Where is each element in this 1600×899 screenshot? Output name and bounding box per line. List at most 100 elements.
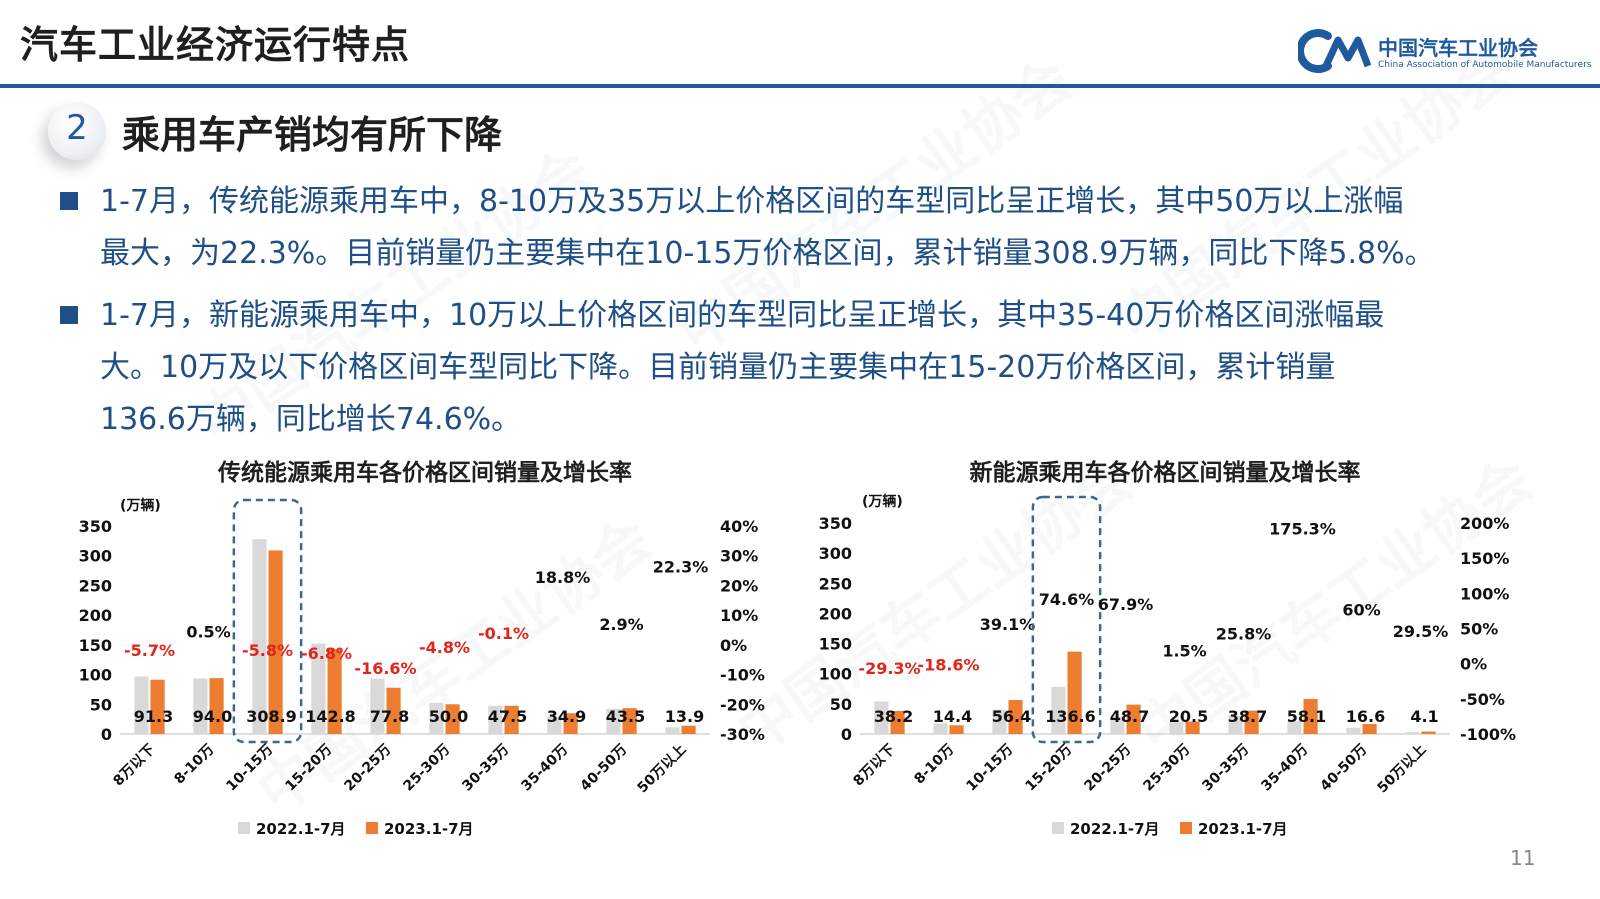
bar-2023 (1008, 699, 1023, 734)
bar-2022 (134, 676, 149, 734)
x-category-label: 20-25万 (1081, 742, 1134, 795)
bar-value-label: 136.6 (1045, 707, 1096, 726)
growth-rate-label: 0.5% (186, 622, 230, 641)
growth-rate-label: 22.3% (653, 558, 709, 577)
y-tick-label: 0 (101, 725, 112, 744)
bar-2023 (445, 704, 460, 734)
bar-2023 (150, 679, 165, 734)
bullet-paragraph: 1-7月，传统能源乘用车中，8-10万及35万以上价格区间的车型同比呈正增长，其… (100, 176, 1560, 280)
y2-tick-label: 200% (1460, 514, 1509, 533)
highlight-box (232, 498, 303, 744)
bar-value-label: 48.7 (1110, 707, 1149, 726)
y-tick-label: 0 (841, 725, 852, 744)
y-tick-label: 200 (819, 604, 852, 623)
x-category-label: 25-30万 (1140, 742, 1193, 795)
bar-2022 (665, 727, 680, 734)
bar-2023 (209, 678, 224, 734)
growth-rate-label: 60% (1342, 600, 1380, 619)
growth-rate-label: -6.8% (301, 644, 352, 663)
growth-rate-label: 175.3% (1269, 519, 1336, 538)
x-category-label: 35-40万 (1258, 742, 1311, 795)
growth-rate-label: -16.6% (354, 659, 416, 678)
bar-2023 (386, 687, 401, 734)
y-tick-label: 50 (90, 695, 112, 714)
bar-2022 (193, 678, 208, 734)
section-title: 乘用车产销均有所下降 (122, 113, 503, 157)
bar-2022 (252, 539, 267, 734)
bar-value-label: 4.1 (1410, 707, 1438, 726)
growth-rate-label: -29.3% (858, 659, 920, 678)
bar-value-label: 308.9 (246, 707, 297, 726)
x-category-label: 25-30万 (400, 742, 453, 795)
growth-rate-label: -4.8% (419, 638, 470, 657)
logo: 中国汽车工业协会 China Association of Automobile… (1298, 28, 1592, 78)
x-category-label: 15-20万 (1022, 742, 1075, 795)
y-tick-label: 350 (79, 517, 112, 536)
bar-value-label: 91.3 (134, 707, 173, 726)
y2-tick-label: -100% (1460, 725, 1516, 744)
y2-tick-label: 150% (1460, 549, 1509, 568)
bar-2022 (1051, 686, 1066, 734)
bar-2022 (1287, 721, 1302, 734)
bullet-square-icon (60, 306, 78, 324)
section-number: 2 (66, 108, 88, 148)
growth-rate-label: -0.1% (478, 624, 529, 643)
y-axis-unit: (万辆) (862, 493, 903, 510)
bar-2023 (890, 710, 905, 734)
bar-value-label: 13.9 (665, 707, 704, 726)
y-tick-label: 150 (819, 635, 852, 654)
bar-2023 (949, 725, 964, 734)
logo-english-name: China Association of Automobile Manufact… (1378, 60, 1592, 70)
legend-label: 2022.1-7月 (256, 820, 346, 838)
growth-rate-label: 29.5% (1393, 622, 1449, 641)
x-category-label: 15-20万 (282, 742, 335, 795)
bar-2022 (1228, 715, 1243, 734)
paragraph-line: 136.6万辆，同比增长74.6%。 (100, 402, 522, 437)
legend-label: 2022.1-7月 (1070, 820, 1160, 838)
x-category-label: 40-50万 (577, 742, 630, 795)
bar-2022 (874, 701, 889, 734)
slide-header: 汽车工业经济运行特点 中国汽车工业协会 China Association of… (0, 0, 1600, 88)
bar-2022 (488, 705, 503, 734)
page-title: 汽车工业经济运行特点 (20, 23, 411, 67)
y-tick-label: 350 (819, 514, 852, 533)
page-number: 11 (1510, 846, 1536, 870)
x-category-label: 8-10万 (171, 742, 217, 788)
bar-2023 (622, 708, 637, 734)
bullet-paragraph: 1-7月，新能源乘用车中，10万以上价格区间的车型同比呈正增长，其中35-40万… (100, 290, 1560, 446)
bar-2022 (606, 708, 621, 734)
bar-2022 (370, 678, 385, 734)
bar-2023 (1244, 710, 1259, 734)
y2-tick-label: 10% (720, 606, 758, 625)
y2-tick-label: 0% (1460, 655, 1487, 674)
y2-tick-label: 40% (720, 517, 758, 536)
growth-rate-label: 74.6% (1039, 590, 1095, 609)
growth-rate-label: 2.9% (599, 615, 643, 634)
ice-passenger-car-chart: 传统能源乘用车各价格区间销量及增长率 (万辆) 0 50 100 150 200 250 300… (79, 459, 765, 838)
bar-2022 (1346, 727, 1361, 734)
bar-value-label: 38.2 (874, 707, 913, 726)
y2-tick-label: 50% (1460, 620, 1498, 639)
growth-rate-label: 67.9% (1098, 595, 1154, 614)
y-tick-label: 50 (830, 695, 852, 714)
chart-title: 新能源乘用车各价格区间销量及增长率 (970, 459, 1361, 486)
x-category-label: 10-15万 (963, 742, 1016, 795)
y2-tick-label: -30% (720, 725, 765, 744)
legend-label: 2023.1-7月 (384, 820, 474, 838)
legend-swatch (238, 822, 250, 834)
bar-value-label: 77.8 (370, 707, 409, 726)
y-tick-label: 100 (79, 666, 112, 685)
bar-2023 (1185, 721, 1200, 734)
x-category-label: 20-25万 (341, 742, 394, 795)
paragraph-line: 1-7月，新能源乘用车中，10万以上价格区间的车型同比呈正增长，其中35-40万… (100, 298, 1385, 333)
y2-tick-label: 20% (720, 576, 758, 595)
bar-2022 (1405, 732, 1420, 734)
logo-chinese-name: 中国汽车工业协会 (1378, 36, 1538, 60)
bar-value-label: 47.5 (488, 707, 527, 726)
growth-rate-label: 1.5% (1162, 642, 1206, 661)
paragraph-line: 最大，为22.3%。目前销量仍主要集中在10-15万价格区间，累计销量308.9… (100, 236, 1435, 271)
growth-rate-label: -5.7% (124, 641, 175, 660)
bar-2023 (1067, 651, 1082, 734)
bar-value-label: 50.0 (429, 707, 468, 726)
x-category-label: 8万以下 (110, 742, 158, 790)
